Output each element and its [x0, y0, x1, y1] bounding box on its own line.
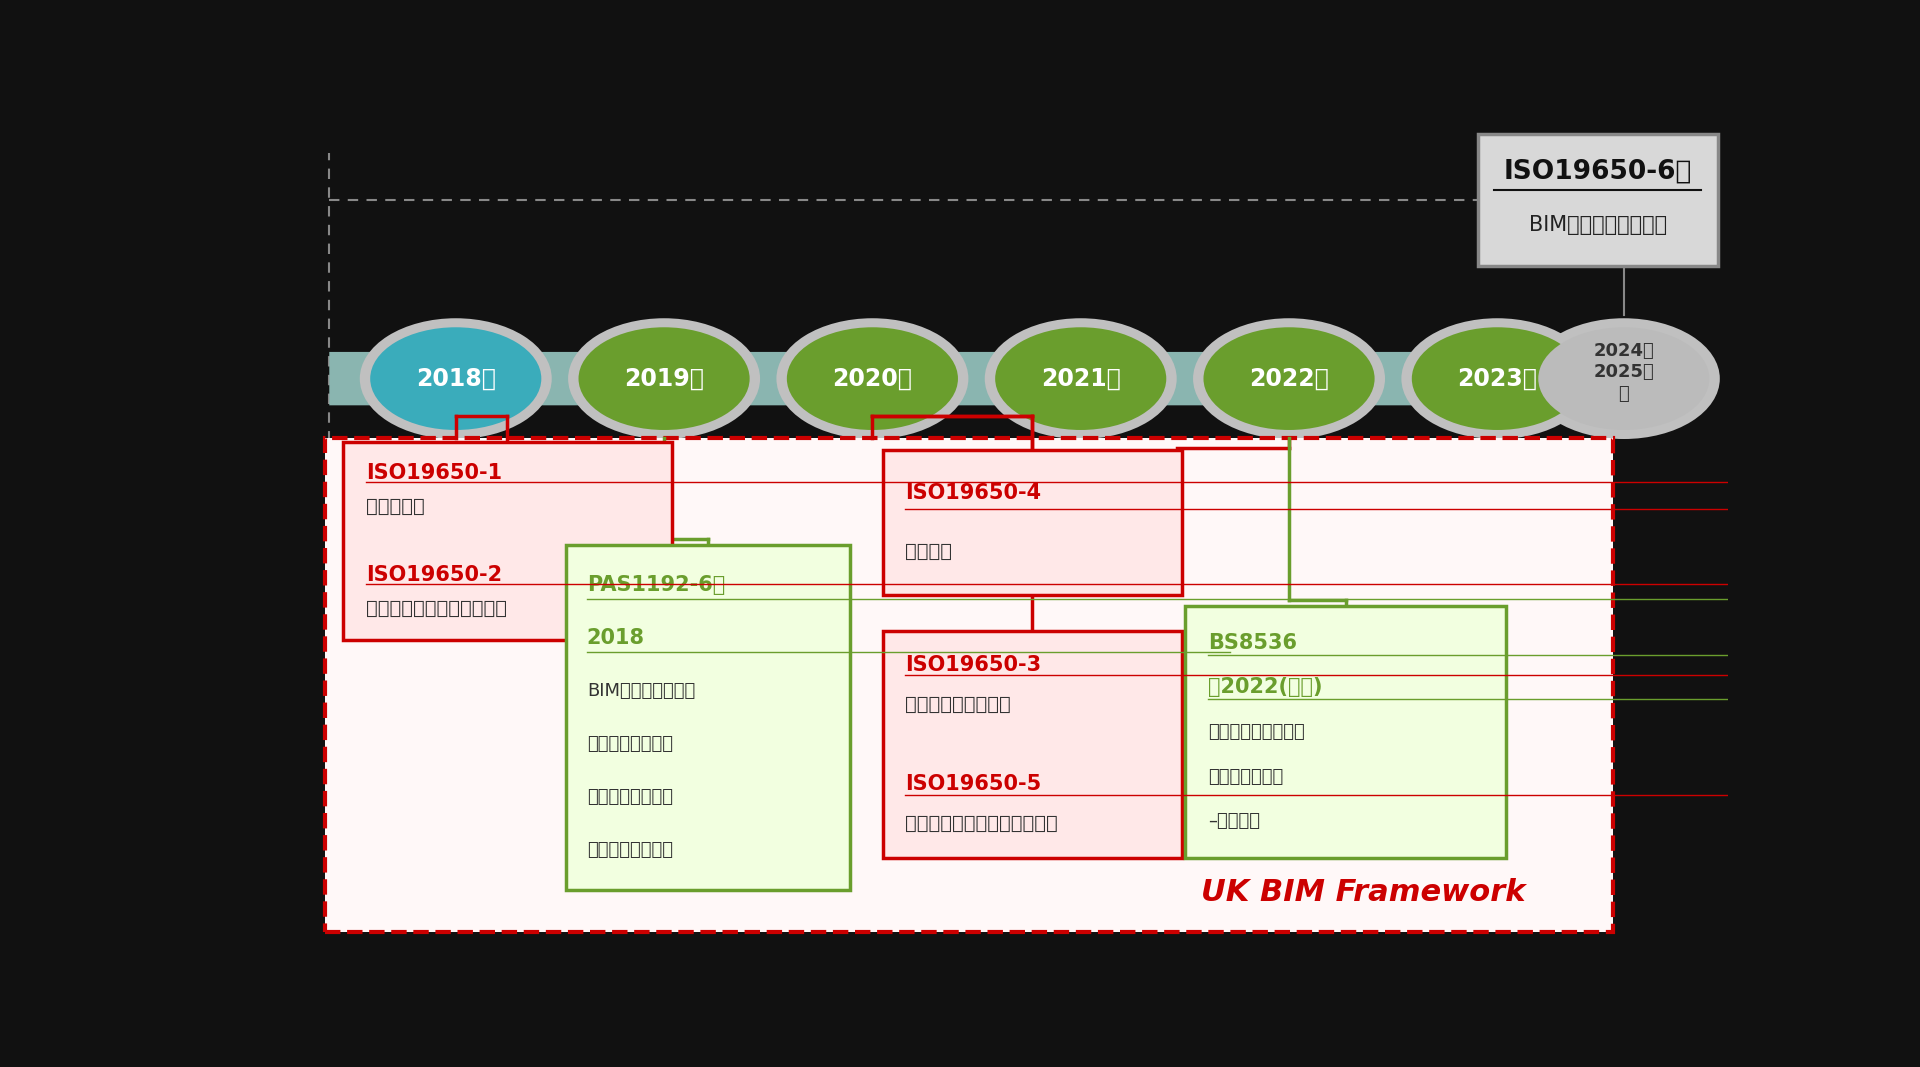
- Text: 情報の共同共有と: 情報の共同共有と: [588, 789, 672, 806]
- Text: 2018年: 2018年: [417, 367, 495, 391]
- Ellipse shape: [985, 318, 1177, 439]
- Ellipse shape: [995, 328, 1165, 430]
- FancyBboxPatch shape: [324, 437, 1613, 931]
- Ellipse shape: [1528, 318, 1720, 439]
- Text: 概要と原則: 概要と原則: [367, 497, 424, 516]
- Text: ISO19650-5: ISO19650-5: [904, 774, 1041, 794]
- Text: 製造および建設: 製造および建設: [1208, 767, 1283, 785]
- Text: BIMを使用した構造: BIMを使用した構造: [588, 682, 695, 700]
- Ellipse shape: [1204, 328, 1375, 430]
- Text: –実践規範: –実践規範: [1208, 812, 1260, 830]
- Ellipse shape: [578, 328, 749, 430]
- FancyBboxPatch shape: [566, 544, 851, 891]
- Text: 2022年: 2022年: [1250, 367, 1329, 391]
- Text: 2023年: 2023年: [1457, 367, 1538, 391]
- Text: 化された安全衛生: 化された安全衛生: [588, 735, 672, 753]
- Ellipse shape: [568, 318, 760, 439]
- FancyBboxPatch shape: [1478, 133, 1718, 266]
- Text: 使用に関する仕様: 使用に関する仕様: [588, 841, 672, 859]
- Text: ISO19650-3: ISO19650-3: [904, 655, 1041, 674]
- Text: 資産の運用フェーズ: 資産の運用フェーズ: [904, 695, 1010, 714]
- Ellipse shape: [371, 328, 541, 430]
- Text: ISO19650-2: ISO19650-2: [367, 564, 503, 585]
- Text: BS8536: BS8536: [1208, 633, 1298, 653]
- Text: ISO19650-4: ISO19650-4: [904, 483, 1041, 504]
- Text: 情報交換: 情報交換: [904, 542, 952, 561]
- Text: 2021年: 2021年: [1041, 367, 1121, 391]
- Text: 2018: 2018: [588, 628, 645, 648]
- Text: 資産のデリバリーフェーズ: 資産のデリバリーフェーズ: [367, 600, 507, 619]
- FancyBboxPatch shape: [883, 631, 1183, 858]
- FancyBboxPatch shape: [883, 450, 1183, 594]
- Text: セキュリティ志向アプローチ: セキュリティ志向アプローチ: [904, 814, 1058, 833]
- Ellipse shape: [1411, 328, 1582, 430]
- Ellipse shape: [1192, 318, 1384, 439]
- Ellipse shape: [787, 328, 958, 430]
- Text: 2024年
2025年
？: 2024年 2025年 ？: [1594, 341, 1655, 402]
- FancyBboxPatch shape: [1185, 606, 1507, 858]
- FancyBboxPatch shape: [342, 442, 672, 640]
- Text: ISO19650-6？: ISO19650-6？: [1503, 159, 1692, 185]
- Ellipse shape: [776, 318, 968, 439]
- Text: 2019年: 2019年: [624, 367, 705, 391]
- Text: PAS1192-6：: PAS1192-6：: [588, 575, 726, 595]
- Ellipse shape: [1402, 318, 1594, 439]
- Text: 運用のための設計・: 運用のための設計・: [1208, 723, 1306, 740]
- Text: ISO19650-1: ISO19650-1: [367, 463, 503, 483]
- Text: UK BIM Framework: UK BIM Framework: [1202, 878, 1526, 907]
- Ellipse shape: [359, 318, 551, 439]
- Polygon shape: [330, 344, 1693, 413]
- Ellipse shape: [1538, 328, 1709, 430]
- Text: BIMによる安全衛生？: BIMによる安全衛生？: [1528, 216, 1667, 236]
- Text: 2020年: 2020年: [833, 367, 912, 391]
- Text: ：2022(改訂): ：2022(改訂): [1208, 678, 1323, 697]
